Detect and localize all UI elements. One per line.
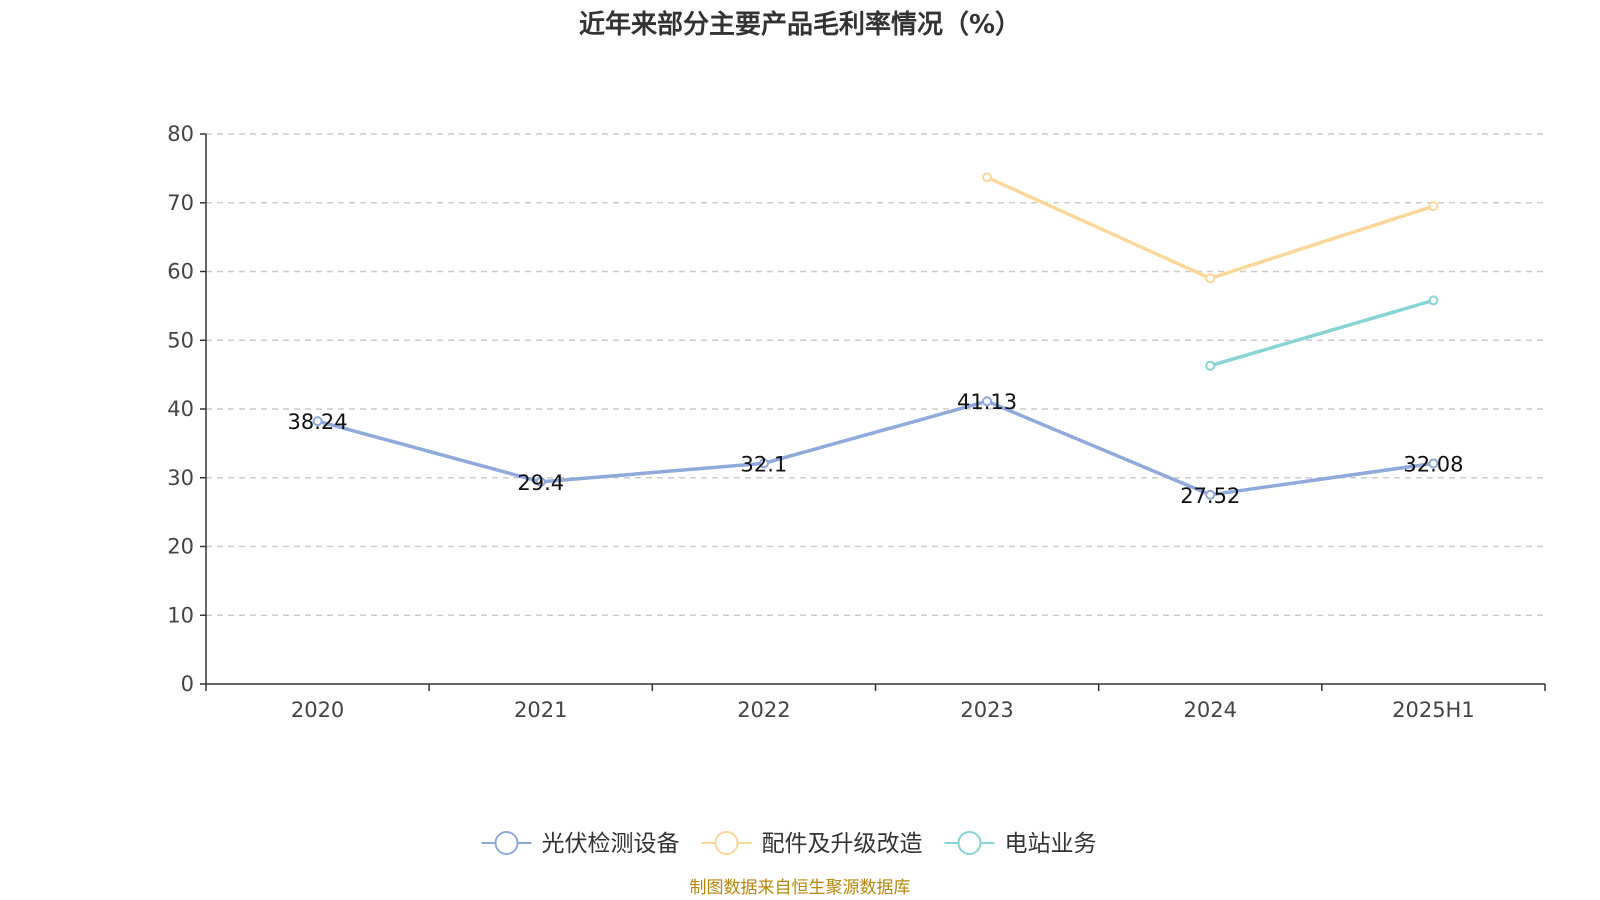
chart-title: 近年来部分主要产品毛利率情况（%）: [579, 9, 1021, 40]
legend-marker-icon: [957, 831, 982, 855]
legend-label: 电站业务: [1005, 831, 1097, 857]
series-line: [1209, 298, 1434, 368]
y-tick-label: 20: [167, 535, 194, 559]
data-point: [1428, 458, 1439, 469]
legend-marker-icon: [714, 831, 739, 855]
legend-marker-icon: [494, 831, 519, 855]
data-label: 29.4: [517, 471, 564, 495]
y-tick-label: 40: [167, 397, 194, 421]
data-point: [758, 458, 769, 469]
data-point: [535, 476, 546, 487]
data-labels: 38.24 29.4 32.1 41.13 27.52 32.08: [288, 390, 1464, 508]
data-point: [1205, 360, 1216, 371]
axes: 0 10 20 30 40 50 60 70 80 2020 2021 2022 2023 2024 202…: [167, 122, 1546, 722]
legend[interactable]: 光伏检测设备 配件及升级改造 电站业务: [481, 831, 1097, 857]
x-tick-label: 2020: [291, 698, 344, 722]
data-point: [982, 172, 993, 183]
x-tick-label: 2025H1: [1392, 698, 1475, 722]
x-tick-label: 2021: [514, 698, 567, 722]
source-note: 制图数据来自恒生聚源数据库: [690, 878, 911, 898]
y-tick-label: 50: [167, 328, 194, 352]
data-label: 32.1: [741, 452, 788, 476]
series-line: [317, 399, 1434, 497]
x-tick-label: 2024: [1184, 698, 1237, 722]
data-label: 38.24: [288, 410, 348, 434]
data-label: 27.52: [1180, 484, 1240, 508]
y-tick-label: 80: [167, 122, 194, 146]
data-point: [312, 416, 323, 427]
legend-label: 配件及升级改造: [762, 831, 923, 857]
legend-item[interactable]: 电站业务: [944, 831, 1097, 857]
x-tick-label: 2022: [737, 698, 790, 722]
data-point: [1428, 201, 1439, 212]
data-point: [982, 396, 993, 407]
y-tick-label: 10: [167, 603, 194, 627]
series-line: [986, 175, 1434, 281]
y-tick-label: 60: [167, 260, 194, 284]
legend-label: 光伏检测设备: [542, 831, 680, 857]
y-tick-label: 0: [181, 672, 194, 696]
grid-lines: [206, 133, 1545, 616]
series-group: [312, 172, 1439, 500]
y-tick-label: 70: [167, 191, 194, 215]
x-tick-label: 2023: [960, 698, 1013, 722]
data-point: [1205, 273, 1216, 284]
data-label: 41.13: [957, 390, 1017, 414]
legend-item[interactable]: 配件及升级改造: [701, 831, 923, 857]
data-label: 32.08: [1403, 452, 1463, 476]
data-point: [1428, 295, 1439, 306]
legend-item[interactable]: 光伏检测设备: [481, 831, 680, 857]
data-point: [1205, 489, 1216, 500]
y-tick-label: 30: [167, 466, 194, 490]
